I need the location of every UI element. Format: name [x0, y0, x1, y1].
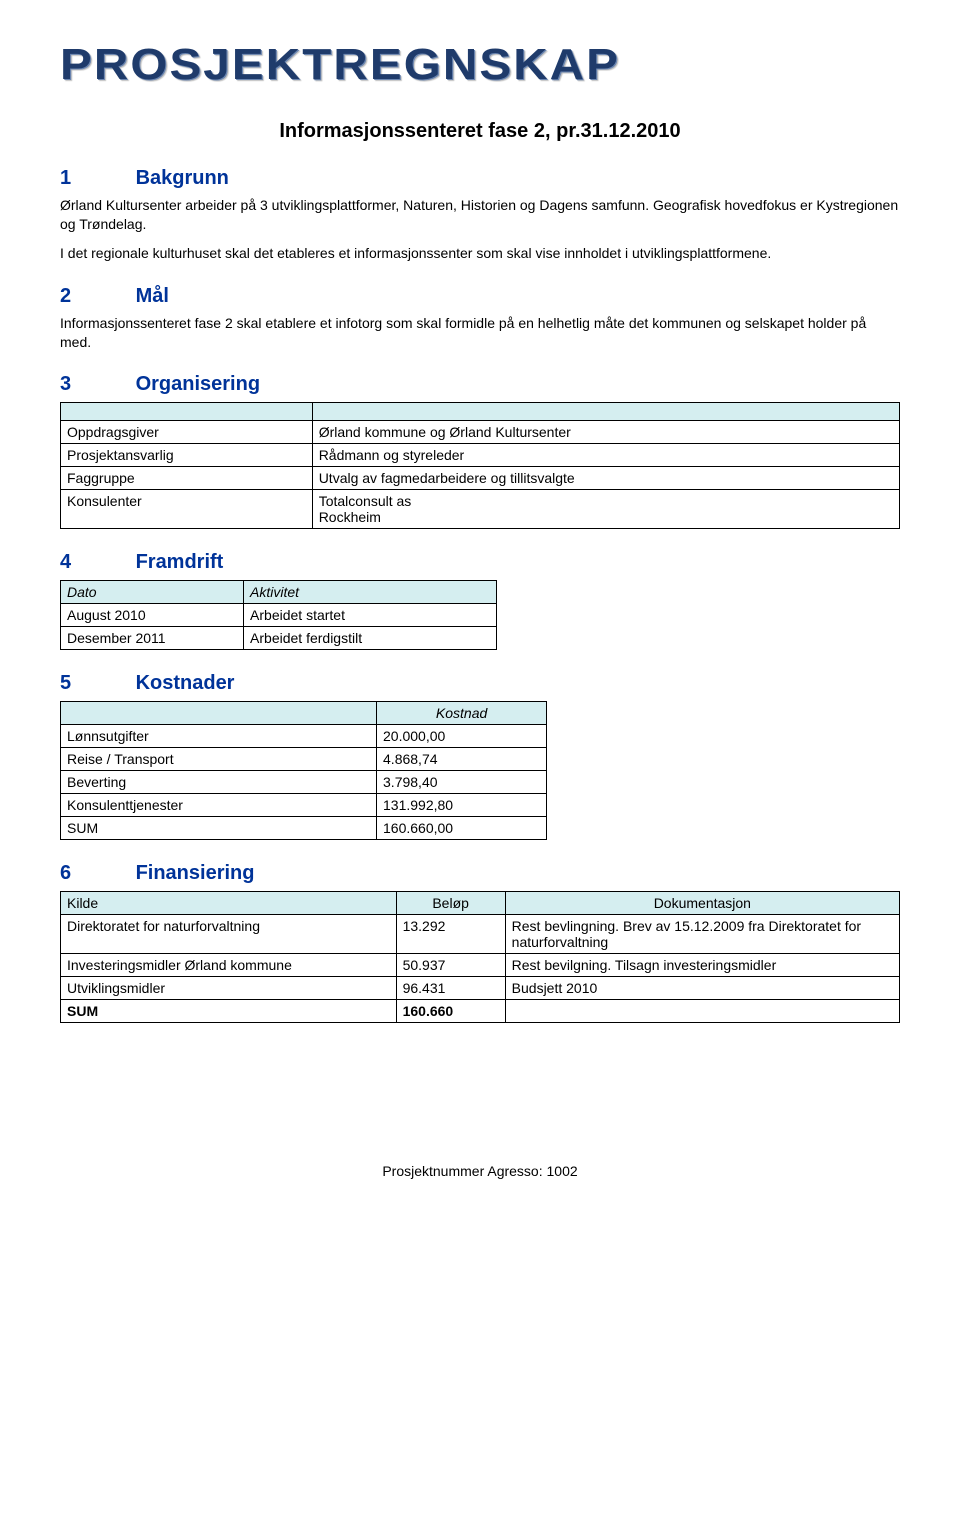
table-row: Beverting3.798,40: [61, 771, 547, 794]
section-5-num: 5: [60, 672, 130, 695]
table-row: Investeringsmidler Ørland kommune50.937R…: [61, 954, 900, 977]
document-title: Informasjonssenteret fase 2, pr.31.12.20…: [60, 120, 900, 143]
section-1-body-p1: Ørland Kultursenter arbeider på 3 utvikl…: [60, 196, 900, 234]
finansiering-col-kilde: Kilde: [61, 892, 397, 915]
finansiering-col-belop: Beløp: [396, 892, 505, 915]
framdrift-table: Dato Aktivitet August 2010Arbeidet start…: [60, 580, 497, 650]
table-row: SUM160.660,00: [61, 817, 547, 840]
section-6-heading: 6 Finansiering: [60, 862, 900, 885]
table-row: ProsjektansvarligRådmann og styreleder: [61, 444, 900, 467]
table-row: Lønnsutgifter20.000,00: [61, 725, 547, 748]
section-1-heading: 1 Bakgrunn: [60, 167, 900, 190]
section-4-heading: 4 Framdrift: [60, 551, 900, 574]
footer-project-number: Prosjektnummer Agresso: 1002: [60, 1163, 900, 1179]
table-row: Direktoratet for naturforvaltning13.292R…: [61, 915, 900, 954]
section-3-num: 3: [60, 373, 130, 396]
framdrift-col-aktivitet: Aktivitet: [244, 581, 497, 604]
section-1-num: 1: [60, 167, 130, 190]
finansiering-table: Kilde Beløp Dokumentasjon Direktoratet f…: [60, 891, 900, 1023]
table-row: Reise / Transport4.868,74: [61, 748, 547, 771]
kostnader-table: Kostnad Lønnsutgifter20.000,00 Reise / T…: [60, 701, 547, 840]
section-1-title: Bakgrunn: [136, 167, 229, 189]
table-row: KonsulenterTotalconsult as Rockheim: [61, 490, 900, 529]
section-6-num: 6: [60, 862, 130, 885]
section-1-body-p2: I det regionale kulturhuset skal det eta…: [60, 244, 900, 263]
framdrift-col-dato: Dato: [61, 581, 244, 604]
table-row: SUM160.660: [61, 1000, 900, 1023]
section-5-title: Kostnader: [136, 672, 235, 694]
kostnader-col-kostnad: Kostnad: [377, 702, 547, 725]
section-4-num: 4: [60, 551, 130, 574]
section-5-heading: 5 Kostnader: [60, 672, 900, 695]
table-row: OppdragsgiverØrland kommune og Ørland Ku…: [61, 421, 900, 444]
wordart-title: PROSJEKTREGNSKAP: [60, 40, 960, 90]
table-row: August 2010Arbeidet startet: [61, 604, 497, 627]
section-6-title: Finansiering: [136, 862, 255, 884]
table-row: Desember 2011Arbeidet ferdigstilt: [61, 627, 497, 650]
section-2-body: Informasjonssenteret fase 2 skal etabler…: [60, 314, 900, 352]
table-row: Utviklingsmidler96.431Budsjett 2010: [61, 977, 900, 1000]
section-2-title: Mål: [136, 285, 169, 307]
table-row: Konsulenttjenester131.992,80: [61, 794, 547, 817]
table-row: FaggruppeUtvalg av fagmedarbeidere og ti…: [61, 467, 900, 490]
finansiering-col-dokumentasjon: Dokumentasjon: [505, 892, 899, 915]
section-4-title: Framdrift: [136, 551, 224, 573]
section-2-num: 2: [60, 285, 130, 308]
section-3-title: Organisering: [136, 373, 260, 395]
section-3-heading: 3 Organisering: [60, 373, 900, 396]
section-2-heading: 2 Mål: [60, 285, 900, 308]
organisering-table: OppdragsgiverØrland kommune og Ørland Ku…: [60, 402, 900, 529]
